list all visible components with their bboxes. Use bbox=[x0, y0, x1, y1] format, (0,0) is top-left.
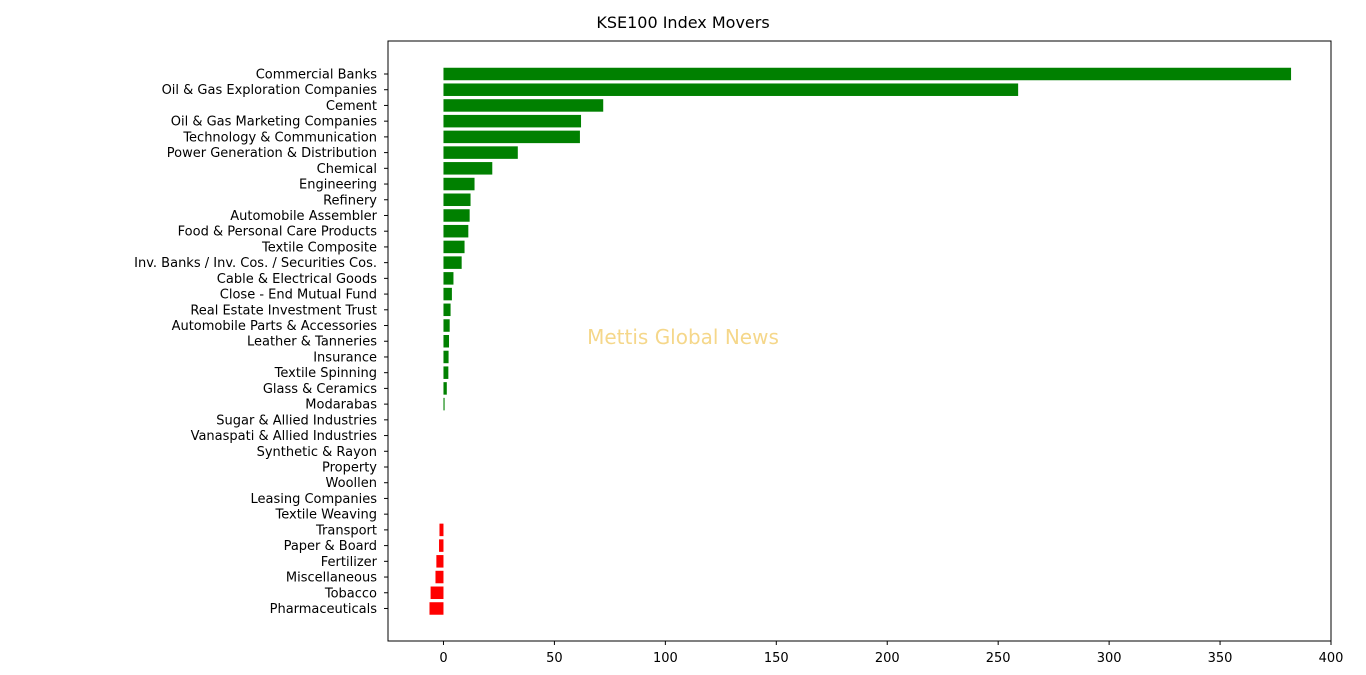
x-tick-label: 0 bbox=[439, 651, 447, 666]
bar bbox=[443, 319, 450, 332]
category-label: Technology & Communication bbox=[182, 130, 377, 145]
category-label: Cable & Electrical Goods bbox=[217, 272, 377, 287]
category-label: Woollen bbox=[326, 476, 377, 491]
bar bbox=[439, 539, 444, 552]
category-label: Paper & Board bbox=[284, 539, 377, 554]
bar bbox=[443, 177, 475, 191]
bar bbox=[443, 256, 462, 269]
category-label: Vanaspati & Allied Industries bbox=[191, 429, 378, 444]
bar bbox=[436, 555, 444, 568]
x-tick-label: 300 bbox=[1097, 651, 1122, 666]
bar bbox=[443, 99, 604, 112]
x-tick-label: 150 bbox=[764, 651, 789, 666]
category-label: Commercial Banks bbox=[256, 68, 378, 83]
bar bbox=[443, 382, 447, 395]
category-label: Engineering bbox=[299, 178, 377, 193]
category-label: Cement bbox=[326, 99, 377, 114]
bar bbox=[443, 83, 1019, 96]
category-label: Fertilizer bbox=[321, 555, 378, 570]
x-tick-label: 350 bbox=[1208, 651, 1233, 666]
bar bbox=[443, 334, 450, 348]
category-label: Leasing Companies bbox=[250, 492, 377, 507]
category-label: Tobacco bbox=[324, 586, 377, 601]
category-label: Property bbox=[322, 461, 377, 476]
category-label: Modarabas bbox=[305, 398, 377, 413]
bar bbox=[443, 67, 1292, 81]
category-label: Sugar & Allied Industries bbox=[216, 413, 377, 428]
bars-group bbox=[429, 67, 1292, 615]
category-label: Transport bbox=[315, 523, 377, 538]
category-label: Textile Composite bbox=[261, 240, 377, 255]
category-label: Refinery bbox=[323, 193, 377, 208]
category-label: Automobile Assembler bbox=[230, 209, 377, 224]
bar bbox=[443, 350, 449, 364]
category-label: Food & Personal Care Products bbox=[178, 225, 378, 240]
x-tick-label: 50 bbox=[546, 651, 563, 666]
category-label: Oil & Gas Marketing Companies bbox=[171, 115, 377, 130]
x-tick-label: 250 bbox=[986, 651, 1011, 666]
category-label: Insurance bbox=[313, 350, 377, 365]
category-label: Pharmaceuticals bbox=[270, 602, 378, 617]
x-tick-label: 200 bbox=[875, 651, 900, 666]
bar bbox=[443, 224, 469, 238]
x-tick-label: 100 bbox=[653, 651, 678, 666]
bar bbox=[443, 366, 449, 379]
category-label: Chemical bbox=[317, 162, 377, 177]
category-label: Real Estate Investment Trust bbox=[190, 303, 377, 318]
category-label: Synthetic & Rayon bbox=[257, 445, 377, 460]
bar bbox=[435, 570, 444, 584]
category-label: Close - End Mutual Fund bbox=[220, 288, 377, 303]
bar bbox=[439, 523, 444, 537]
bar bbox=[443, 146, 518, 159]
category-label: Oil & Gas Exploration Companies bbox=[162, 83, 378, 98]
x-tick-label: 400 bbox=[1319, 651, 1344, 666]
bar bbox=[443, 240, 465, 254]
bar bbox=[443, 287, 452, 301]
watermark-text: Mettis Global News bbox=[587, 325, 779, 349]
chart-title: KSE100 Index Movers bbox=[596, 13, 769, 32]
bar bbox=[430, 586, 444, 600]
category-label: Textile Weaving bbox=[275, 508, 378, 523]
bar bbox=[443, 130, 580, 144]
category-label: Textile Spinning bbox=[274, 366, 377, 381]
plot-area-frame bbox=[387, 40, 1332, 642]
bar bbox=[443, 272, 454, 285]
category-label: Miscellaneous bbox=[286, 571, 377, 586]
category-label: Glass & Ceramics bbox=[263, 382, 377, 397]
bar bbox=[443, 114, 582, 128]
bar bbox=[443, 193, 471, 207]
x-axis-ticks-group: 0 50 100 150 200 250 300 350 400 bbox=[439, 641, 1343, 666]
bar bbox=[443, 397, 445, 411]
bar bbox=[429, 602, 444, 615]
bar bbox=[443, 303, 451, 317]
bar bbox=[443, 209, 470, 222]
category-label: Power Generation & Distribution bbox=[167, 146, 377, 161]
category-label: Leather & Tanneries bbox=[247, 335, 377, 350]
bar bbox=[443, 162, 493, 175]
category-label: Inv. Banks / Inv. Cos. / Securities Cos. bbox=[134, 256, 377, 271]
category-label: Automobile Parts & Accessories bbox=[172, 319, 378, 334]
